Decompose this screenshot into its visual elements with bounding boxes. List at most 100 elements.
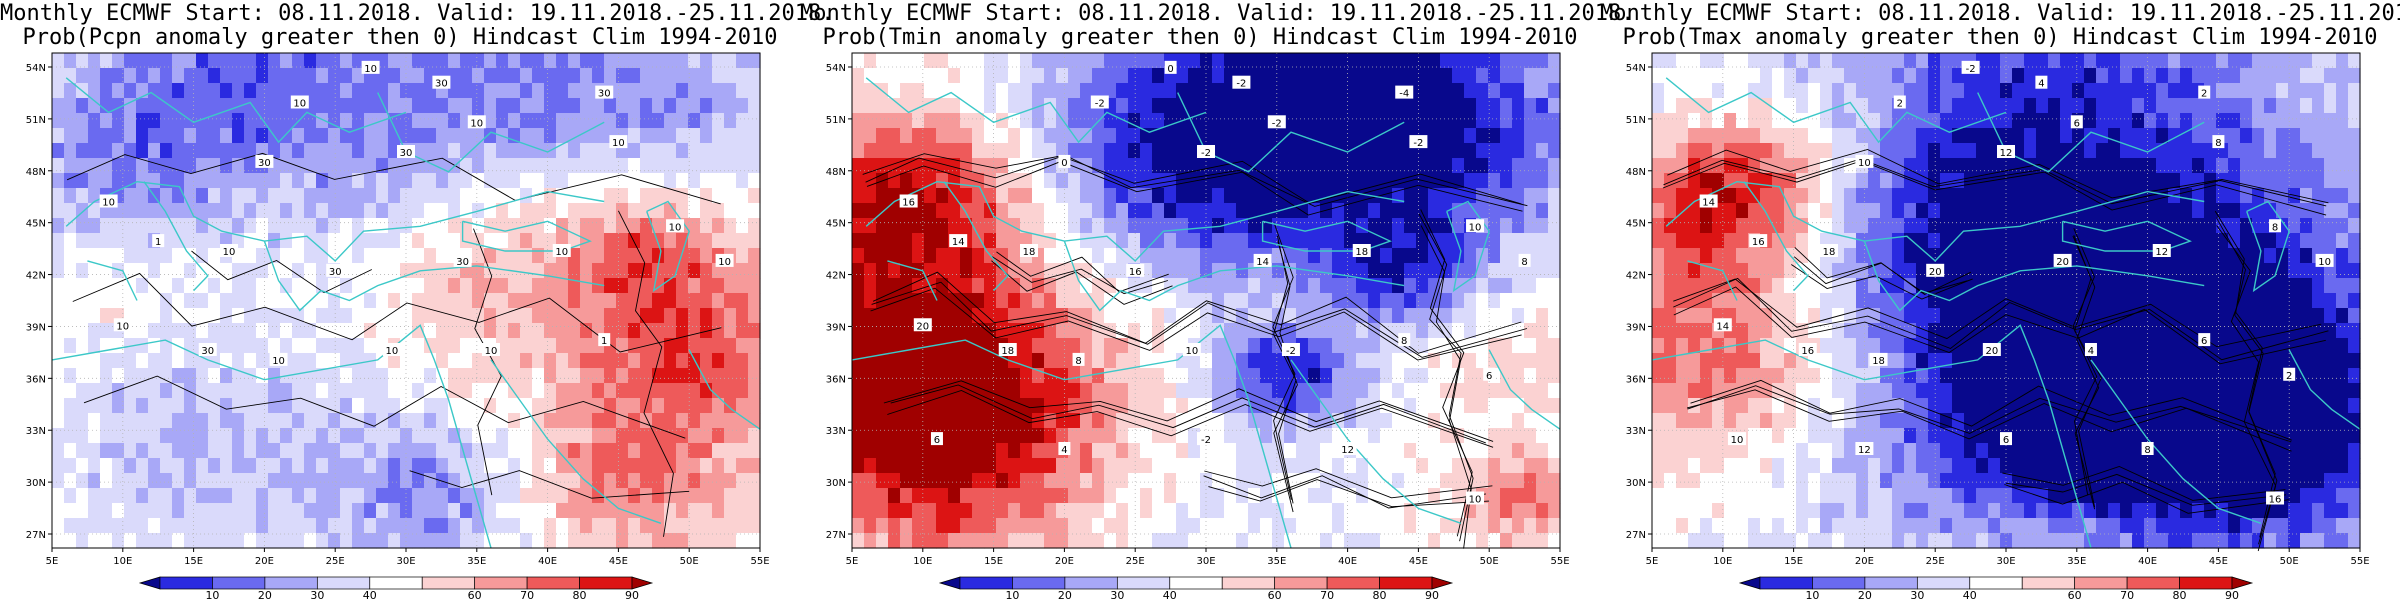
probability-cell bbox=[448, 368, 461, 384]
probability-cell bbox=[436, 233, 449, 249]
contour-line bbox=[1418, 213, 1474, 542]
probability-cell bbox=[948, 533, 961, 549]
probability-cell bbox=[1152, 98, 1165, 114]
probability-cell bbox=[924, 458, 937, 474]
probability-cell bbox=[1044, 533, 1057, 549]
probability-cell bbox=[112, 128, 125, 144]
probability-cell bbox=[1760, 158, 1773, 174]
probability-cell bbox=[460, 68, 473, 84]
probability-cell bbox=[1964, 143, 1977, 159]
probability-cell bbox=[604, 473, 617, 489]
probability-cell bbox=[208, 98, 221, 114]
probability-cell bbox=[568, 398, 581, 414]
probability-cell bbox=[544, 83, 557, 99]
probability-cell bbox=[352, 218, 365, 234]
probability-cell bbox=[388, 473, 401, 489]
longitude-label: 20E bbox=[255, 556, 274, 567]
probability-cell bbox=[924, 293, 937, 309]
probability-cell bbox=[1092, 458, 1105, 474]
probability-cell bbox=[724, 503, 737, 519]
probability-cell bbox=[160, 398, 173, 414]
probability-cell bbox=[1164, 188, 1177, 204]
probability-cell bbox=[604, 278, 617, 294]
probability-cell bbox=[2120, 53, 2133, 69]
probability-cell bbox=[1548, 218, 1561, 234]
probability-cell bbox=[184, 233, 197, 249]
probability-cell bbox=[484, 293, 497, 309]
probability-cell bbox=[112, 173, 125, 189]
probability-cell bbox=[304, 113, 317, 129]
probability-cell bbox=[496, 323, 509, 339]
probability-cell bbox=[268, 473, 281, 489]
probability-cell bbox=[1332, 143, 1345, 159]
probability-cell bbox=[208, 383, 221, 399]
probability-cell bbox=[568, 248, 581, 264]
probability-cell bbox=[1068, 83, 1081, 99]
probability-cell bbox=[2300, 218, 2313, 234]
probability-cell bbox=[124, 383, 137, 399]
longitude-label: 45E bbox=[609, 556, 628, 567]
probability-cell bbox=[1212, 383, 1225, 399]
probability-cell bbox=[1928, 98, 1941, 114]
probability-cell bbox=[1524, 428, 1537, 444]
probability-cell bbox=[1260, 128, 1273, 144]
probability-cell bbox=[580, 98, 593, 114]
probability-cell bbox=[400, 443, 413, 459]
probability-cell bbox=[256, 458, 269, 474]
probability-cell bbox=[244, 143, 257, 159]
probability-cell bbox=[328, 458, 341, 474]
probability-cell bbox=[64, 458, 77, 474]
probability-cell bbox=[364, 308, 377, 324]
probability-cell bbox=[1476, 278, 1489, 294]
probability-cell bbox=[1080, 308, 1093, 324]
probability-cell bbox=[256, 338, 269, 354]
probability-cell bbox=[316, 488, 329, 504]
probability-cell bbox=[1044, 278, 1057, 294]
probability-cell bbox=[1844, 143, 1857, 159]
probability-cell bbox=[604, 308, 617, 324]
probability-cell bbox=[1380, 413, 1393, 429]
probability-cell bbox=[2192, 68, 2205, 84]
probability-cell bbox=[1760, 188, 1773, 204]
probability-cell bbox=[2084, 98, 2097, 114]
probability-cell bbox=[888, 353, 901, 369]
probability-cell bbox=[232, 113, 245, 129]
probability-cell bbox=[196, 293, 209, 309]
probability-cell bbox=[376, 293, 389, 309]
probability-cell bbox=[960, 83, 973, 99]
probability-cell bbox=[100, 428, 113, 444]
probability-cell bbox=[876, 68, 889, 84]
colorbar-segment bbox=[959, 576, 1013, 590]
probability-cell bbox=[2312, 158, 2325, 174]
probability-cell bbox=[1428, 143, 1441, 159]
contour-label-bg bbox=[1483, 367, 1496, 381]
probability-cell bbox=[1512, 158, 1525, 174]
probability-cell bbox=[1844, 158, 1857, 174]
probability-cell bbox=[1176, 353, 1189, 369]
probability-cell bbox=[1916, 113, 1929, 129]
probability-cell bbox=[328, 128, 341, 144]
probability-cell bbox=[1296, 398, 1309, 414]
probability-cell bbox=[1404, 113, 1417, 129]
probability-cell bbox=[568, 503, 581, 519]
contour-label: 30 bbox=[456, 257, 469, 268]
probability-cell bbox=[712, 398, 725, 414]
probability-cell bbox=[1488, 53, 1501, 69]
probability-cell bbox=[220, 263, 233, 279]
probability-cell bbox=[736, 488, 749, 504]
probability-cell bbox=[1332, 383, 1345, 399]
probability-cell bbox=[1044, 248, 1057, 264]
probability-cell bbox=[1548, 173, 1561, 189]
probability-cell bbox=[1880, 218, 1893, 234]
probability-cell bbox=[2012, 188, 2025, 204]
probability-cell bbox=[1140, 533, 1153, 549]
probability-cell bbox=[436, 338, 449, 354]
probability-cell bbox=[1308, 533, 1321, 549]
probability-cell bbox=[2204, 53, 2217, 69]
probability-cell bbox=[1032, 428, 1045, 444]
probability-cell bbox=[996, 323, 1009, 339]
probability-cell bbox=[1020, 158, 1033, 174]
probability-cell bbox=[924, 443, 937, 459]
probability-cell bbox=[184, 188, 197, 204]
probability-cell bbox=[1332, 233, 1345, 249]
